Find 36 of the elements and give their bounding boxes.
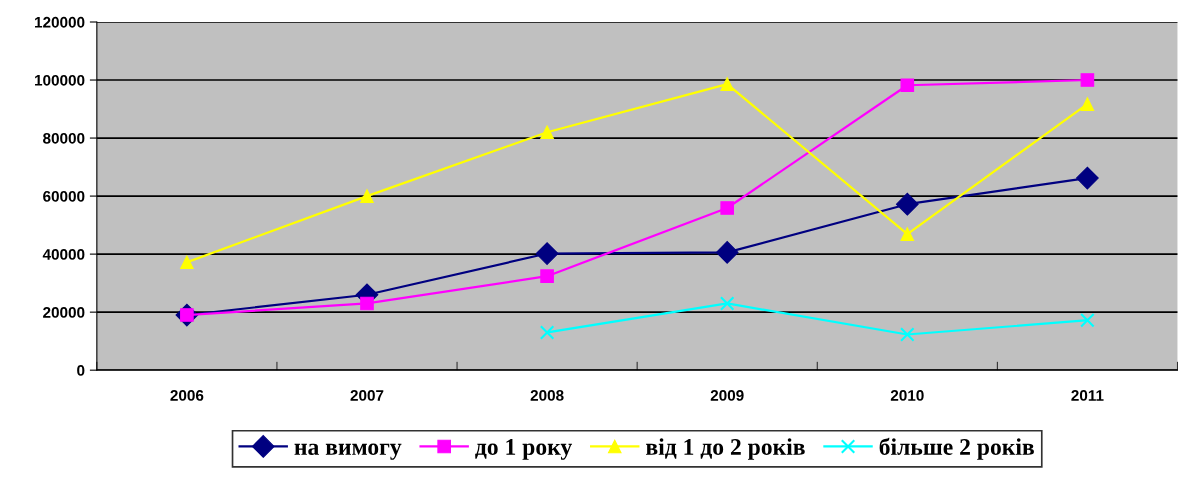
legend-label: до 1 року [475,439,573,460]
x-tick-label: 2007 [350,390,384,401]
legend-label: на вимогу [294,443,402,460]
point [715,241,739,264]
y-tick-label: 40000 [42,248,85,260]
point [360,189,374,203]
x-tick-label: 2011 [1071,390,1104,401]
point [895,192,919,216]
point [900,227,915,241]
legend-label: від 1 до 2 років [646,438,805,460]
x-tick-label: 2008 [530,390,564,401]
point [1076,166,1099,190]
point [180,255,194,270]
point [720,77,735,91]
x-tick-label: 2006 [170,390,204,401]
point [540,125,554,140]
point [1080,73,1095,87]
point [360,296,374,311]
point [900,78,915,93]
y-tick-label: 80000 [43,132,85,144]
point [900,327,915,342]
point [540,269,554,283]
y-tick-label: 120000 [35,16,85,28]
legend-label: більше 2 років [879,437,1034,460]
point [1080,97,1095,111]
point [539,325,555,340]
y-tick-label: 0 [77,365,85,376]
point [535,242,559,265]
x-tick-label: 2009 [710,390,744,401]
point [1080,312,1095,328]
y-tick-label: 20000 [43,307,85,318]
y-tick-label: 100000 [35,74,85,86]
x-tick-label: 2010 [890,390,924,401]
y-tick-label: 60000 [43,190,85,202]
point [719,296,735,311]
point [720,201,735,215]
